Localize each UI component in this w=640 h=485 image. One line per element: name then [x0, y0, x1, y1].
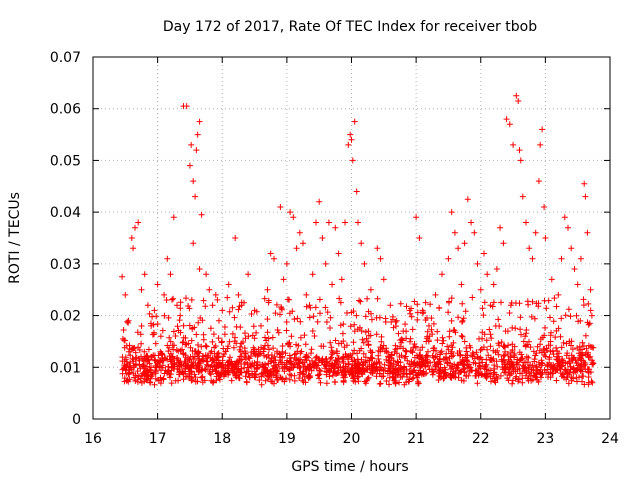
y-tick-label: 0	[72, 412, 81, 428]
chart-title: Day 172 of 2017, Rate Of TEC Index for r…	[163, 19, 537, 35]
y-tick-label: 0.03	[50, 257, 81, 273]
y-tick-label: 0.01	[50, 360, 81, 376]
y-axis-label: ROTI / TECUs	[7, 192, 23, 284]
x-tick-label: 17	[149, 431, 167, 447]
x-tick-label: 23	[536, 431, 554, 447]
y-tick-label: 0.07	[50, 50, 81, 66]
scatter-series-1	[119, 294, 597, 388]
y-tick-label: 0.05	[50, 153, 81, 169]
x-tick-label: 24	[601, 431, 619, 447]
scatter-series-0	[119, 92, 595, 340]
axis-layer: 0 0.01 0.02 0.03 0.04 0.05 0.06 0.07 16 17 18 19 20 2…	[50, 50, 619, 447]
x-tick-label: 21	[407, 431, 425, 447]
x-axis-label: GPS time / hours	[291, 459, 408, 475]
y-tick-label: 0.06	[50, 102, 81, 118]
x-tick-label: 19	[278, 431, 296, 447]
x-tick-label: 16	[84, 431, 102, 447]
x-tick-label: 22	[472, 431, 490, 447]
x-tick-label: 18	[213, 431, 231, 447]
y-tick-label: 0.02	[50, 309, 81, 325]
y-tick-label: 0.04	[50, 205, 81, 221]
points-layer	[119, 92, 597, 388]
x-tick-label: 20	[343, 431, 361, 447]
